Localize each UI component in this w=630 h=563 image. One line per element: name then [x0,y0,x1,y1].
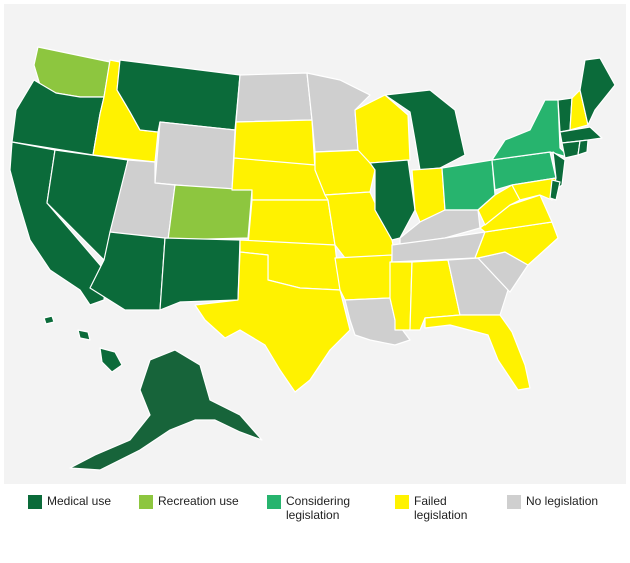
legend-item-none: No legislation [507,494,598,509]
legend-swatch-medical [28,495,42,509]
state-texas [194,251,351,393]
state-illinois [369,159,416,241]
state-maine [579,57,616,126]
state-new-mexico [159,237,241,311]
legend-swatch-failed [395,495,409,509]
state-north-carolina [474,221,559,266]
legend-swatch-none [507,495,521,509]
legend-swatch-recreation [139,495,153,509]
state-north-dakota [235,72,313,123]
state-georgia [447,257,509,316]
state-alaska [69,349,263,471]
legend-item-medical: Medical use [28,494,111,509]
state-kansas [247,199,336,246]
legend-label-medical: Medical use [47,494,112,508]
state-massachusetts [559,126,603,144]
state-hawaii-big-island [99,347,123,373]
legend-label-failed: Failed legislation [414,494,468,522]
state-maryland [511,177,557,201]
legend: Medical use Recreation use Considering l… [0,494,630,534]
map-panel [4,4,626,484]
legend-swatch-considering [267,495,281,509]
state-connecticut [561,140,581,159]
legend-label-none: No legislation [526,494,599,508]
legend-item-recreation: Recreation use [139,494,239,509]
state-rhode-island [577,139,589,156]
legend-label-recreation: Recreation use [158,494,239,508]
state-colorado [167,184,253,241]
legend-item-considering: Considering legislation [267,494,350,522]
legend-item-failed: Failed legislation [395,494,467,522]
legend-label-considering: Considering legislation [286,494,351,522]
state-hawaii-maui [77,329,91,341]
state-delaware [549,179,561,201]
state-hawaii-oahu [43,315,55,325]
state-montana [116,59,241,133]
state-arkansas [334,254,393,301]
state-florida [424,314,531,391]
state-wyoming [154,121,236,191]
us-map [9,46,616,471]
